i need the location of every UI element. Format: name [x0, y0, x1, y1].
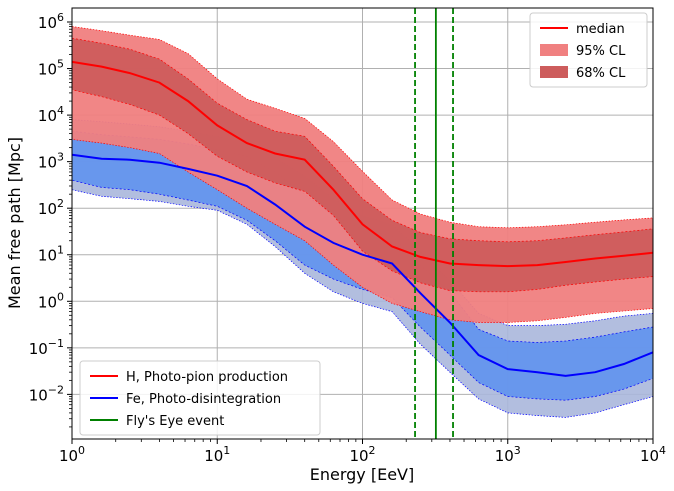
x-axis-label: Energy [EeV] [310, 465, 414, 484]
event-lines [414, 8, 454, 439]
legend-label: 95% CL [576, 44, 626, 59]
y-ticks: 10−2 10−1 100 101 102 103 104 105 106 [29, 11, 72, 428]
legend-top-right: median 95% CL 68% CL [529, 12, 648, 88]
legend-label: H, Photo-pion production [126, 370, 288, 385]
legend-label: median [576, 22, 625, 37]
y-tick-label: 106 [38, 11, 64, 32]
y-axis-label: Mean free path [Mpc] [5, 137, 24, 309]
confidence-bands [72, 26, 653, 418]
legend-label: Fe, Photo-disintegration [126, 392, 281, 407]
y-tick-label: 10−1 [29, 337, 64, 358]
legend-swatch-patch [540, 44, 568, 56]
h-band-68 [72, 37, 653, 293]
y-tick-label: 101 [38, 244, 64, 265]
y-tick-label: 105 [38, 58, 64, 79]
x-ticks: 100 101 102 103 104 [59, 439, 666, 465]
y-tick-label: 103 [38, 151, 64, 172]
series-lines [72, 60, 653, 377]
legend-bottom-left: H, Photo-pion production Fe, Photo-disint… [79, 360, 321, 436]
y-tick-label: 104 [38, 104, 64, 125]
fe-median-line [72, 153, 653, 377]
legend-box [79, 360, 321, 436]
y-tick-label: 100 [38, 290, 64, 311]
x-tick-label: 103 [495, 444, 521, 465]
x-tick-label: 100 [59, 444, 85, 465]
x-tick-label: 104 [640, 444, 666, 465]
legend-label: 68% CL [576, 66, 626, 81]
x-tick-label: 101 [204, 444, 230, 465]
y-tick-label: 102 [38, 197, 64, 218]
legend-label: Fly's Eye event [126, 414, 224, 429]
legend-swatch-patch [540, 66, 568, 78]
x-tick-label: 102 [349, 444, 375, 465]
y-tick-label: 10−2 [29, 383, 64, 404]
h-median-line [72, 60, 653, 268]
